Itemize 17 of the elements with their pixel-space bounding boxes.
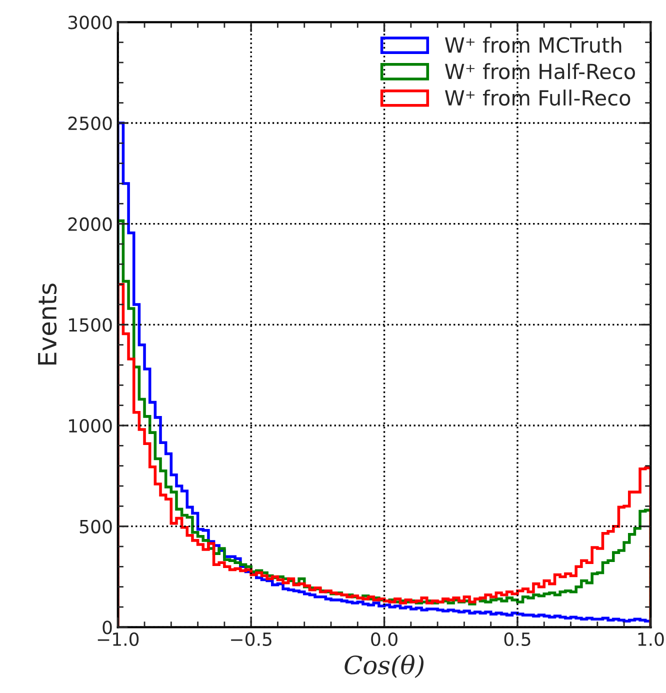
legend-label: W⁺ from MCTruth [445, 36, 622, 53]
x-axis-title: Cos(θ) [344, 654, 424, 678]
y-tick-label: 1000 [69, 418, 112, 433]
y-tick-label: 500 [80, 520, 112, 534]
legend-label: W⁺ from Full-Reco [445, 90, 630, 106]
y-tick-label: 2000 [68, 217, 112, 231]
x-tick-label: −1.0 [98, 632, 139, 646]
x-tick-label: −0.5 [231, 632, 272, 646]
y-tick-label: 2500 [68, 116, 112, 130]
x-tick-label: 0.0 [371, 632, 398, 646]
y-tick-label: 0 [102, 620, 112, 634]
legend-label: W⁺ from Half-Reco [445, 63, 635, 80]
y-tick-label: 3000 [68, 16, 112, 30]
x-tick-label: 0.5 [504, 632, 530, 646]
x-tick-label: 1.0 [638, 632, 664, 646]
y-axis-title: Events [38, 284, 57, 365]
y-tick-label: 1500 [69, 318, 112, 332]
